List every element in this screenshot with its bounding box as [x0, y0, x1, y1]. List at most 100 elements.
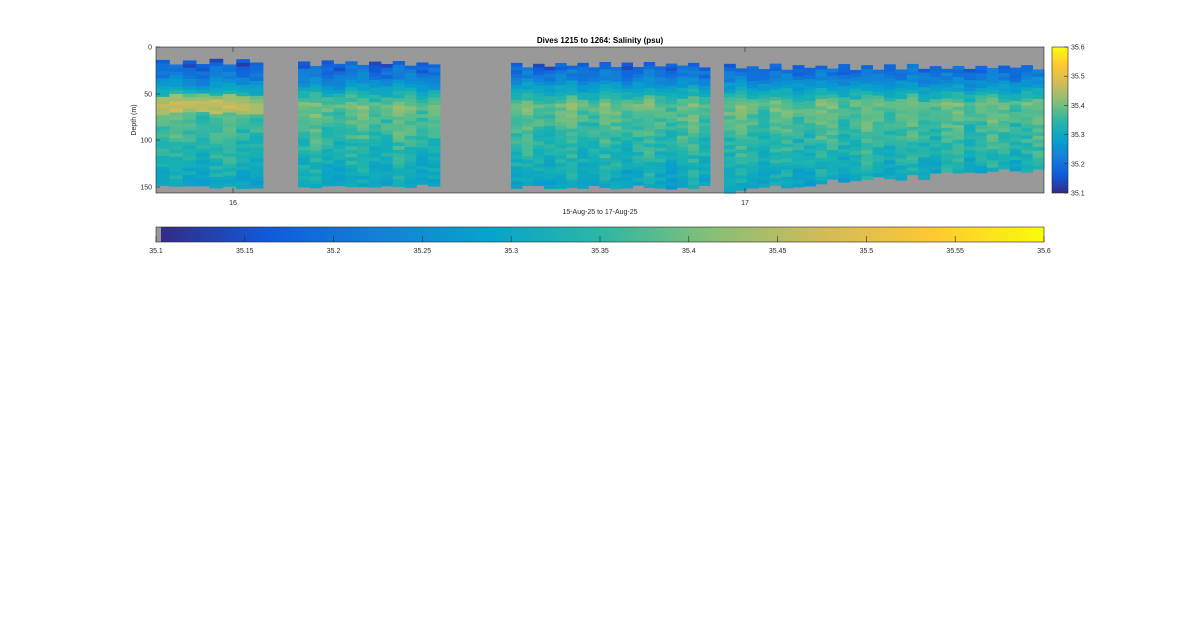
heatmap-cell	[621, 129, 634, 134]
heatmap-cell	[511, 166, 523, 171]
heatmap-cell	[555, 114, 567, 119]
heatmap-cell	[1021, 91, 1033, 96]
heatmap-cell	[1032, 117, 1045, 122]
heatmap-cell	[599, 150, 611, 155]
heatmap-cell	[758, 94, 771, 99]
heatmap-cell	[369, 98, 382, 103]
heatmap-cell	[544, 74, 556, 79]
heatmap-cell	[906, 71, 919, 76]
heatmap-cell	[298, 87, 311, 92]
heatmap-cell	[941, 109, 953, 114]
heatmap-cell	[941, 153, 953, 158]
heatmap-cell	[610, 185, 622, 190]
heatmap-cell	[746, 129, 759, 134]
heatmap-cell	[333, 104, 346, 109]
heatmap-cell	[632, 181, 645, 186]
colorbar-tick-label: 35.5	[860, 248, 874, 255]
heatmap-cell	[872, 121, 885, 126]
heatmap-cell	[566, 143, 578, 148]
heatmap-cell	[998, 128, 1011, 133]
heatmap-cell	[169, 123, 184, 128]
heatmap-cell	[665, 159, 678, 164]
heatmap-cell	[209, 77, 224, 82]
heatmap-cell	[838, 148, 851, 153]
heatmap-cell	[769, 167, 782, 172]
heatmap-cell	[555, 92, 567, 97]
heatmap-cell	[769, 100, 782, 105]
heatmap-cell	[975, 88, 988, 93]
heatmap-cell	[1021, 109, 1033, 114]
heatmap-cell	[676, 91, 689, 96]
heatmap-cell	[676, 95, 689, 100]
heatmap-cell	[1021, 113, 1033, 118]
heatmap-cell	[654, 81, 667, 86]
heatmap-cell	[941, 72, 953, 77]
heatmap-cell	[416, 140, 429, 145]
heatmap-cell	[1021, 135, 1033, 140]
heatmap-cell	[522, 108, 534, 113]
heatmap-cell	[392, 164, 405, 169]
y-tick-label: 150	[140, 185, 152, 192]
heatmap-cell	[345, 68, 358, 73]
heatmap-cell	[555, 173, 567, 178]
heatmap-cell	[380, 89, 394, 94]
heatmap-cell	[298, 168, 311, 173]
heatmap-cell	[861, 150, 873, 155]
heatmap-cell	[345, 109, 358, 114]
heatmap-cell	[577, 144, 589, 149]
heatmap-cell	[404, 154, 417, 159]
heatmap-cell	[952, 147, 965, 152]
heatmap-cell	[182, 171, 197, 176]
heatmap-cell	[735, 101, 748, 106]
heatmap-cell	[209, 114, 224, 119]
heatmap-cell	[380, 149, 394, 154]
heatmap-cell	[511, 155, 523, 160]
heatmap-cell	[838, 126, 851, 131]
heatmap-cell	[599, 176, 611, 181]
heatmap-cell	[222, 156, 237, 161]
heatmap-cell	[929, 80, 942, 85]
heatmap-cell	[298, 116, 311, 121]
heatmap-cell	[544, 85, 556, 90]
heatmap-cell	[758, 154, 771, 159]
heatmap-cell	[769, 126, 782, 131]
heatmap-cell	[906, 137, 919, 142]
heatmap-cell	[643, 158, 656, 163]
heatmap-cell	[849, 151, 862, 156]
heatmap-cell	[895, 124, 908, 129]
heatmap-cell	[676, 128, 689, 133]
heatmap-cell	[861, 120, 873, 125]
heatmap-cell	[986, 156, 999, 161]
heatmap-cell	[918, 109, 931, 114]
heatmap-cell	[964, 116, 976, 121]
heatmap-cell	[1009, 137, 1022, 142]
heatmap-cell	[533, 163, 545, 168]
heatmap-cell	[182, 149, 197, 154]
heatmap-cell	[654, 125, 667, 130]
heatmap-cell	[566, 180, 578, 185]
heatmap-cell	[632, 148, 645, 153]
heatmap-cell	[724, 185, 736, 190]
heatmap-cell	[1032, 147, 1045, 152]
colorbar-tick-label: 35.4	[682, 248, 696, 255]
heatmap-cell	[404, 84, 417, 89]
heatmap-cell	[156, 119, 170, 124]
heatmap-cell	[792, 113, 805, 118]
heatmap-cell	[610, 166, 622, 171]
heatmap-cell	[746, 169, 759, 174]
heatmap-cell	[838, 178, 851, 183]
heatmap-cell	[555, 151, 567, 156]
heatmap-cell	[566, 121, 578, 126]
heatmap-cell	[781, 114, 793, 119]
heatmap-cell	[555, 77, 567, 82]
heatmap-cell	[792, 161, 805, 166]
heatmap-cell	[236, 129, 251, 134]
heatmap-cell	[599, 117, 611, 122]
heatmap-cell	[804, 152, 816, 157]
heatmap-cell	[333, 134, 346, 139]
heatmap-cell	[236, 184, 251, 189]
heatmap-cell	[577, 81, 589, 86]
heatmap-cell	[182, 78, 197, 83]
heatmap-cell	[222, 119, 237, 124]
